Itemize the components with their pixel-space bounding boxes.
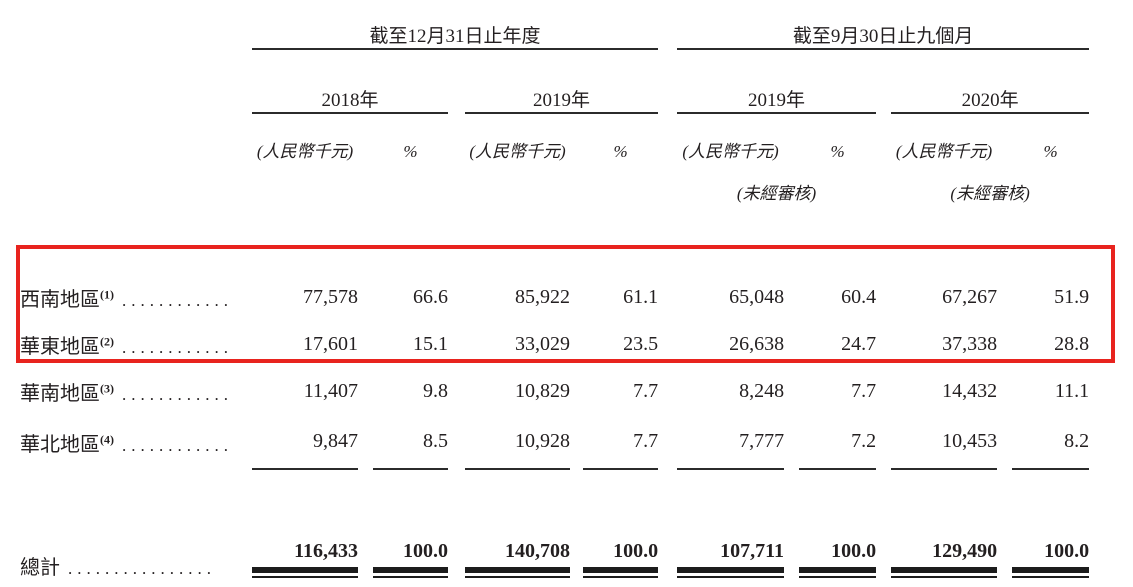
total-double-rule [799,567,877,573]
percent-cell: 66.6 [413,286,448,308]
total-double-rule [1012,567,1090,573]
unit-label: (人民幣千元) [895,142,993,161]
table-row-total: 總計................ 116,433 100.0 140,708… [20,515,1090,580]
region-label: 華南地區 [20,383,100,405]
value-cell: 11,407 [303,380,358,402]
value-cell: 77,578 [303,286,358,308]
percent-cell: 11.1 [1054,380,1090,402]
year-header-2019: 2019年 [465,49,659,114]
unit-label: (人民幣千元) [469,142,566,161]
value-cell: 10,928 [465,415,570,470]
total-percent-cell: 100.0 [373,515,448,580]
total-double-rule [677,567,785,573]
region-label: 華北地區 [20,433,100,456]
spacer-row [20,206,1089,274]
period-group-year-ended: 截至12月31日止年度 [252,10,659,50]
total-percent-cell: 100.0 [799,515,877,580]
total-double-rule [373,567,448,573]
unit-label: (人民幣千元) [682,142,779,161]
value-cell: 33,029 [515,333,570,355]
total-label: 總計 [20,557,60,579]
total-double-rule [252,567,358,573]
percent-cell: 9.8 [423,380,448,402]
percent-cell: 7.7 [633,380,659,402]
year-header-9m2019: 2019年 [677,49,877,114]
total-percent-cell: 100.0 [583,515,659,580]
total-value-cell: 116,433 [252,515,358,580]
value-cell: 9,847 [252,415,358,470]
percent-cell: 8.5 [373,415,448,470]
percent-cell: 61.1 [623,286,659,308]
period-group-nine-months: 截至9月30日止九個月 [677,10,1090,50]
leader-dots: ............ [122,435,233,455]
revenue-by-region-table: 截至12月31日止年度 截至9月30日止九個月 2018年 2019年 2019… [20,10,1090,580]
footnote-marker: (3) [100,381,114,396]
unaudited-label: (未經審核) [950,184,1030,203]
unaudited-header-row: (未經審核) (未經審核) [20,164,1089,206]
total-value-cell: 140,708 [465,515,570,580]
table-row-east-china: 華東地區(2)............ 17,601 15.1 33,029 2… [20,321,1089,368]
value-cell: 26,638 [729,333,785,355]
table-row-north-china: 華北地區(4)............ 9,847 8.5 10,928 7.7… [20,415,1090,470]
percent-label: % [1043,142,1058,161]
units-header-row: (人民幣千元) % (人民幣千元) % (人民幣千元) % (人民幣千元) % [20,113,1089,164]
year-header-row: 2018年 2019年 2019年 2020年 [20,49,1090,114]
value-cell: 37,338 [942,333,998,355]
percent-cell: 51.9 [1054,286,1090,308]
value-cell: 8,248 [739,380,785,402]
region-label: 西南地區 [20,289,100,311]
value-cell: 7,777 [677,415,785,470]
year-header-9m2020: 2020年 [891,49,1090,114]
percent-cell: 15.1 [413,333,448,355]
value-cell: 65,048 [729,286,785,308]
total-double-rule [465,567,570,573]
percent-cell: 7.7 [583,415,659,470]
value-cell: 10,453 [891,415,998,470]
leader-dots: ............ [122,338,233,357]
value-cell: 17,601 [303,333,358,355]
footnote-marker: (4) [100,431,114,446]
unit-label: (人民幣千元) [256,142,354,161]
percent-cell: 60.4 [841,286,877,308]
percent-cell: 8.2 [1012,415,1090,470]
total-double-rule [583,567,659,573]
percent-cell: 7.7 [851,380,877,402]
table-row-southwest: 西南地區(1)............ 77,578 66.6 85,922 6… [20,274,1089,321]
leader-dots: ............ [122,291,233,310]
leader-dots: ................ [68,559,216,578]
table-row-south-china: 華南地區(3)............ 11,407 9.8 10,829 7.… [20,368,1089,415]
value-cell: 10,829 [515,380,570,402]
percent-cell: 7.2 [799,415,877,470]
total-percent-cell: 100.0 [1012,515,1090,580]
percent-cell: 28.8 [1054,333,1090,355]
value-cell: 85,922 [515,286,570,308]
value-cell: 14,432 [942,380,998,402]
footnote-marker: (2) [100,334,114,349]
percent-cell: 24.7 [841,333,877,355]
total-value-cell: 107,711 [677,515,785,580]
spacer-row [20,469,1089,515]
region-label: 華東地區 [20,336,100,358]
percent-label: % [613,142,628,161]
percent-label: % [830,142,845,161]
year-header-2018: 2018年 [252,49,448,114]
unaudited-label: (未經審核) [736,184,817,203]
percent-cell: 23.5 [623,333,659,355]
total-value-cell: 129,490 [891,515,998,580]
percent-label: % [403,142,418,161]
value-cell: 67,267 [942,286,998,308]
period-group-header-row: 截至12月31日止年度 截至9月30日止九個月 [20,10,1090,50]
footnote-marker: (1) [100,287,114,302]
leader-dots: ............ [122,385,233,404]
total-double-rule [891,567,998,573]
